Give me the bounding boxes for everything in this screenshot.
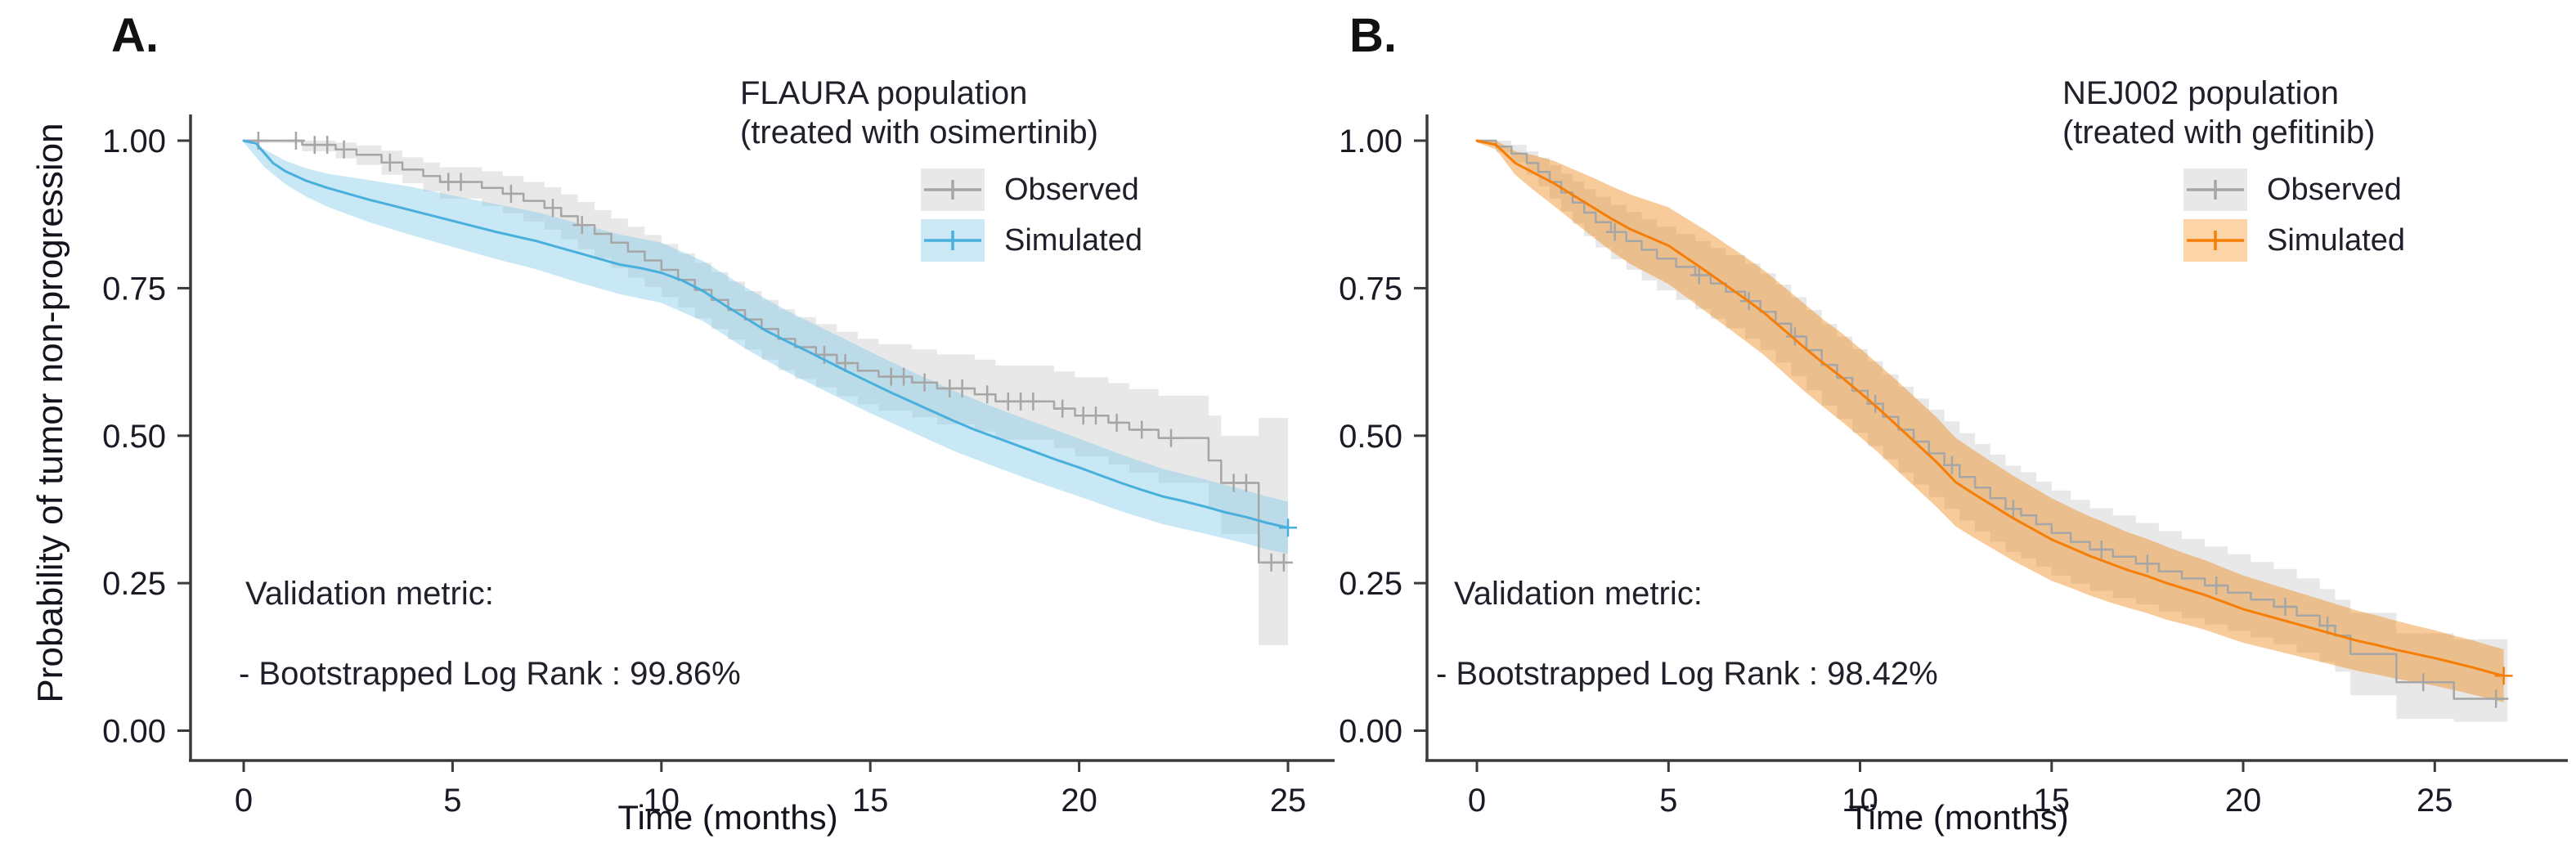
panel-a-x-axis-title: Time (months) <box>617 798 838 837</box>
panel-a-y-tick-label: 0.75 <box>102 271 166 307</box>
observed-legend-key-icon <box>921 168 985 211</box>
panel-a-x-tick-label: 15 <box>852 783 889 819</box>
panel-b-x-tick-label: 15 <box>2034 783 2071 819</box>
simulated-legend-key-icon <box>921 219 985 262</box>
panel-a-y-tick-label: 0.25 <box>102 566 166 602</box>
panel-b-legend: Observed Simulated <box>2183 168 2405 262</box>
panel-b-legend-label-observed: Observed <box>2267 172 2402 207</box>
panel-b-legend-label-simulated: Simulated <box>2267 222 2405 258</box>
panel-a-x-tick-label: 25 <box>1270 783 1307 819</box>
panel-b-y-tick-label: 0.00 <box>1339 714 1402 750</box>
panel-b-label: B. <box>1349 9 1397 62</box>
panel-a-label: A. <box>111 9 159 62</box>
panel-b-title-line1: NEJ002 population <box>2062 75 2340 111</box>
simulated-legend-key-icon <box>2183 219 2247 262</box>
panel-a-x-tick-label: 5 <box>443 783 461 819</box>
panel-b-x-tick-label: 10 <box>1842 783 1878 819</box>
panel-b-x-tick-label: 0 <box>1468 783 1486 819</box>
panel-a-y-tick-label: 1.00 <box>102 123 166 159</box>
panel-a-observed-confidence-band <box>244 141 1288 645</box>
panel-a-simulated-confidence-band <box>244 141 1288 554</box>
panel-b-x-tick-label: 5 <box>1659 783 1677 819</box>
panel-a-y-tick-label: 0.00 <box>102 714 166 750</box>
panel-b-x-tick-label: 25 <box>2417 783 2453 819</box>
panel-b-simulated-curve <box>1475 139 2506 677</box>
panel-a-annotation-title: Validation metric: <box>245 576 494 612</box>
panel-b-annotation-value: - Bootstrapped Log Rank : 98.42% <box>1436 656 1938 692</box>
panel-a-legend: Observed Simulated <box>921 168 1142 262</box>
panel-a-y-tick-label: 0.50 <box>102 419 166 455</box>
panel-b-observed-confidence-band <box>1477 141 2508 722</box>
panel-b-title-line2: (treated with gefitinib) <box>2062 114 2376 150</box>
panel-b-annotation-title: Validation metric: <box>1454 576 1703 612</box>
panel-a-title-line2: (treated with osimertinib) <box>740 114 1098 150</box>
panel-b-x-tick-label: 20 <box>2225 783 2262 819</box>
panel-b-title: NEJ002 population (treated with gefitini… <box>2062 74 2375 152</box>
panel-a-simulated-curve <box>242 139 1290 529</box>
panel-a-legend-label-observed: Observed <box>1004 172 1139 207</box>
panel-a-x-tick-label: 10 <box>644 783 680 819</box>
panel-b-legend-row-simulated: Simulated <box>2183 219 2405 262</box>
panel-b-y-tick-label: 1.00 <box>1339 123 1402 159</box>
panel-a-plot: 1.00 0.75 0.50 0.25 0.00 0 5 10 15 20 25 <box>102 114 1335 819</box>
panel-a-observed-censor-marks <box>249 132 1293 572</box>
panel-a-legend-row-simulated: Simulated <box>921 219 1142 262</box>
y-axis-title: Probability of tumor non-progression <box>30 123 70 703</box>
observed-legend-key-icon <box>2183 168 2247 211</box>
panel-a-annotation-value: - Bootstrapped Log Rank : 99.86% <box>239 656 741 692</box>
panel-b-simulated-censor-marks <box>2494 666 2513 685</box>
panel-b-x-axis-title: Time (months) <box>1848 798 2069 837</box>
panel-b-observed-censor-marks <box>1605 222 2506 708</box>
panel-b-plot: 1.00 0.75 0.50 0.25 0.00 0 5 10 15 20 25 <box>1339 114 2568 819</box>
panel-b-legend-row-observed: Observed <box>2183 168 2405 211</box>
panel-a-x-tick-label: 20 <box>1061 783 1097 819</box>
panel-a-legend-label-simulated: Simulated <box>1004 222 1142 258</box>
panel-a-legend-row-observed: Observed <box>921 168 1142 211</box>
panel-a-x-tick-label: 0 <box>235 783 253 819</box>
panel-b-y-tick-label: 0.25 <box>1339 566 1402 602</box>
panel-a-title: FLAURA population (treated with osimerti… <box>740 74 1098 152</box>
panel-b-y-tick-label: 0.75 <box>1339 271 1402 307</box>
panel-a-title-line1: FLAURA population <box>740 75 1028 111</box>
panel-b-y-tick-label: 0.50 <box>1339 419 1402 455</box>
panel-a-simulated-censor-marks <box>1279 518 1297 537</box>
panel-b-simulated-confidence-band <box>1477 141 2504 702</box>
